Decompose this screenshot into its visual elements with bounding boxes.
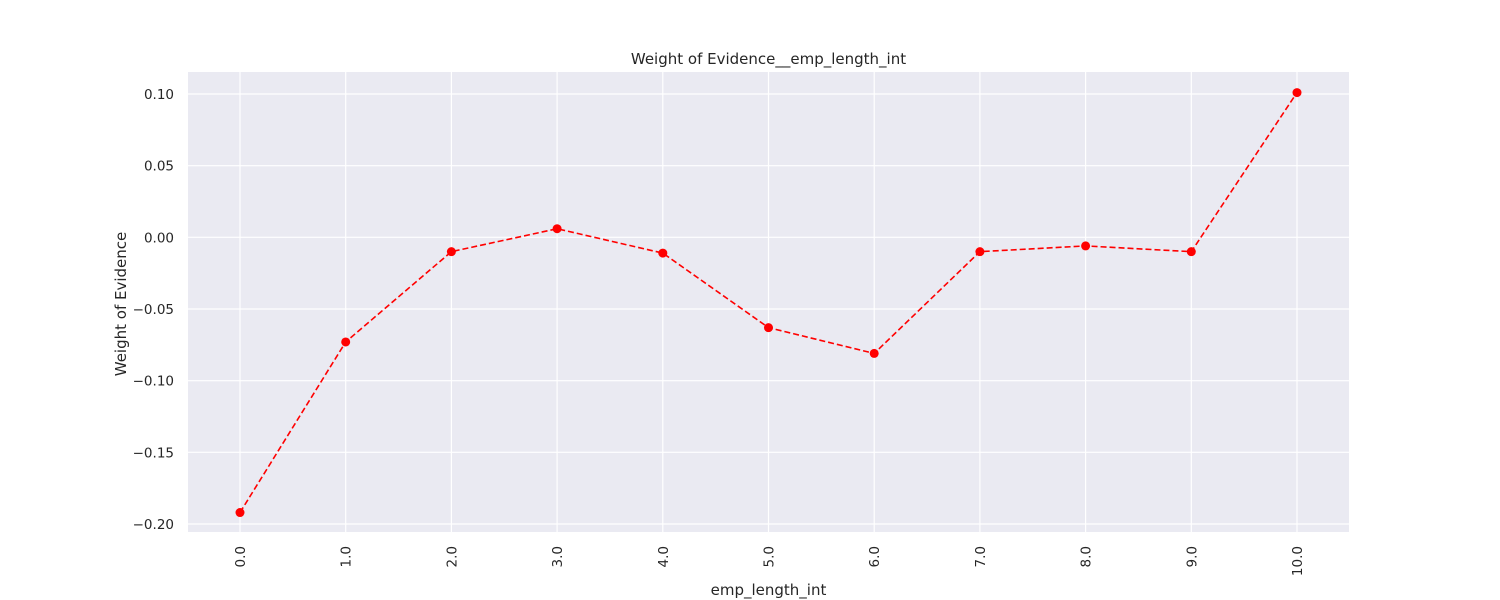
x-tick-label: 2.0 xyxy=(444,546,460,567)
x-tick-label: 6.0 xyxy=(867,546,883,567)
data-point xyxy=(552,224,562,234)
x-tick-label: 7.0 xyxy=(973,546,989,567)
x-tick-label: 10.0 xyxy=(1290,546,1306,576)
data-point xyxy=(869,348,879,358)
data-point xyxy=(975,247,985,257)
x-tick-label: 8.0 xyxy=(1079,546,1095,567)
x-tick-label: 5.0 xyxy=(762,546,778,567)
data-point xyxy=(446,247,456,257)
y-tick-labels: 0.10 0.05 0.00 −0.05 −0.10 −0.15 −0.20 xyxy=(133,87,174,533)
x-axis-label: emp_length_int xyxy=(711,581,827,600)
y-tick-label: 0.00 xyxy=(144,230,174,246)
data-point xyxy=(341,337,351,347)
x-tick-label: 4.0 xyxy=(656,546,672,567)
data-point xyxy=(1186,247,1196,257)
data-point xyxy=(1081,241,1091,251)
y-tick-label: −0.20 xyxy=(133,517,174,533)
y-tick-label: 0.10 xyxy=(144,87,174,103)
y-tick-label: −0.15 xyxy=(133,445,174,461)
x-tick-label: 1.0 xyxy=(339,546,355,567)
y-tick-label: 0.05 xyxy=(144,159,174,175)
data-point xyxy=(1292,88,1302,98)
data-point xyxy=(764,323,773,333)
x-tick-labels: 0.0 1.0 2.0 3.0 4.0 5.0 6.0 7.0 8.0 9.0 10.0 xyxy=(233,546,1306,576)
x-tick-label: 3.0 xyxy=(550,546,566,567)
x-tick-label: 9.0 xyxy=(1184,546,1200,567)
series-markers xyxy=(235,88,1302,518)
y-tick-label: −0.10 xyxy=(133,374,174,390)
data-point xyxy=(235,508,245,518)
grid-lines xyxy=(188,72,1349,532)
data-point xyxy=(658,248,668,258)
chart-title: Weight of Evidence__emp_length_int xyxy=(631,50,906,69)
y-axis-label: Weight of Evidence xyxy=(112,232,130,377)
y-tick-label: −0.05 xyxy=(133,302,174,318)
x-tick-label: 0.0 xyxy=(233,546,249,567)
